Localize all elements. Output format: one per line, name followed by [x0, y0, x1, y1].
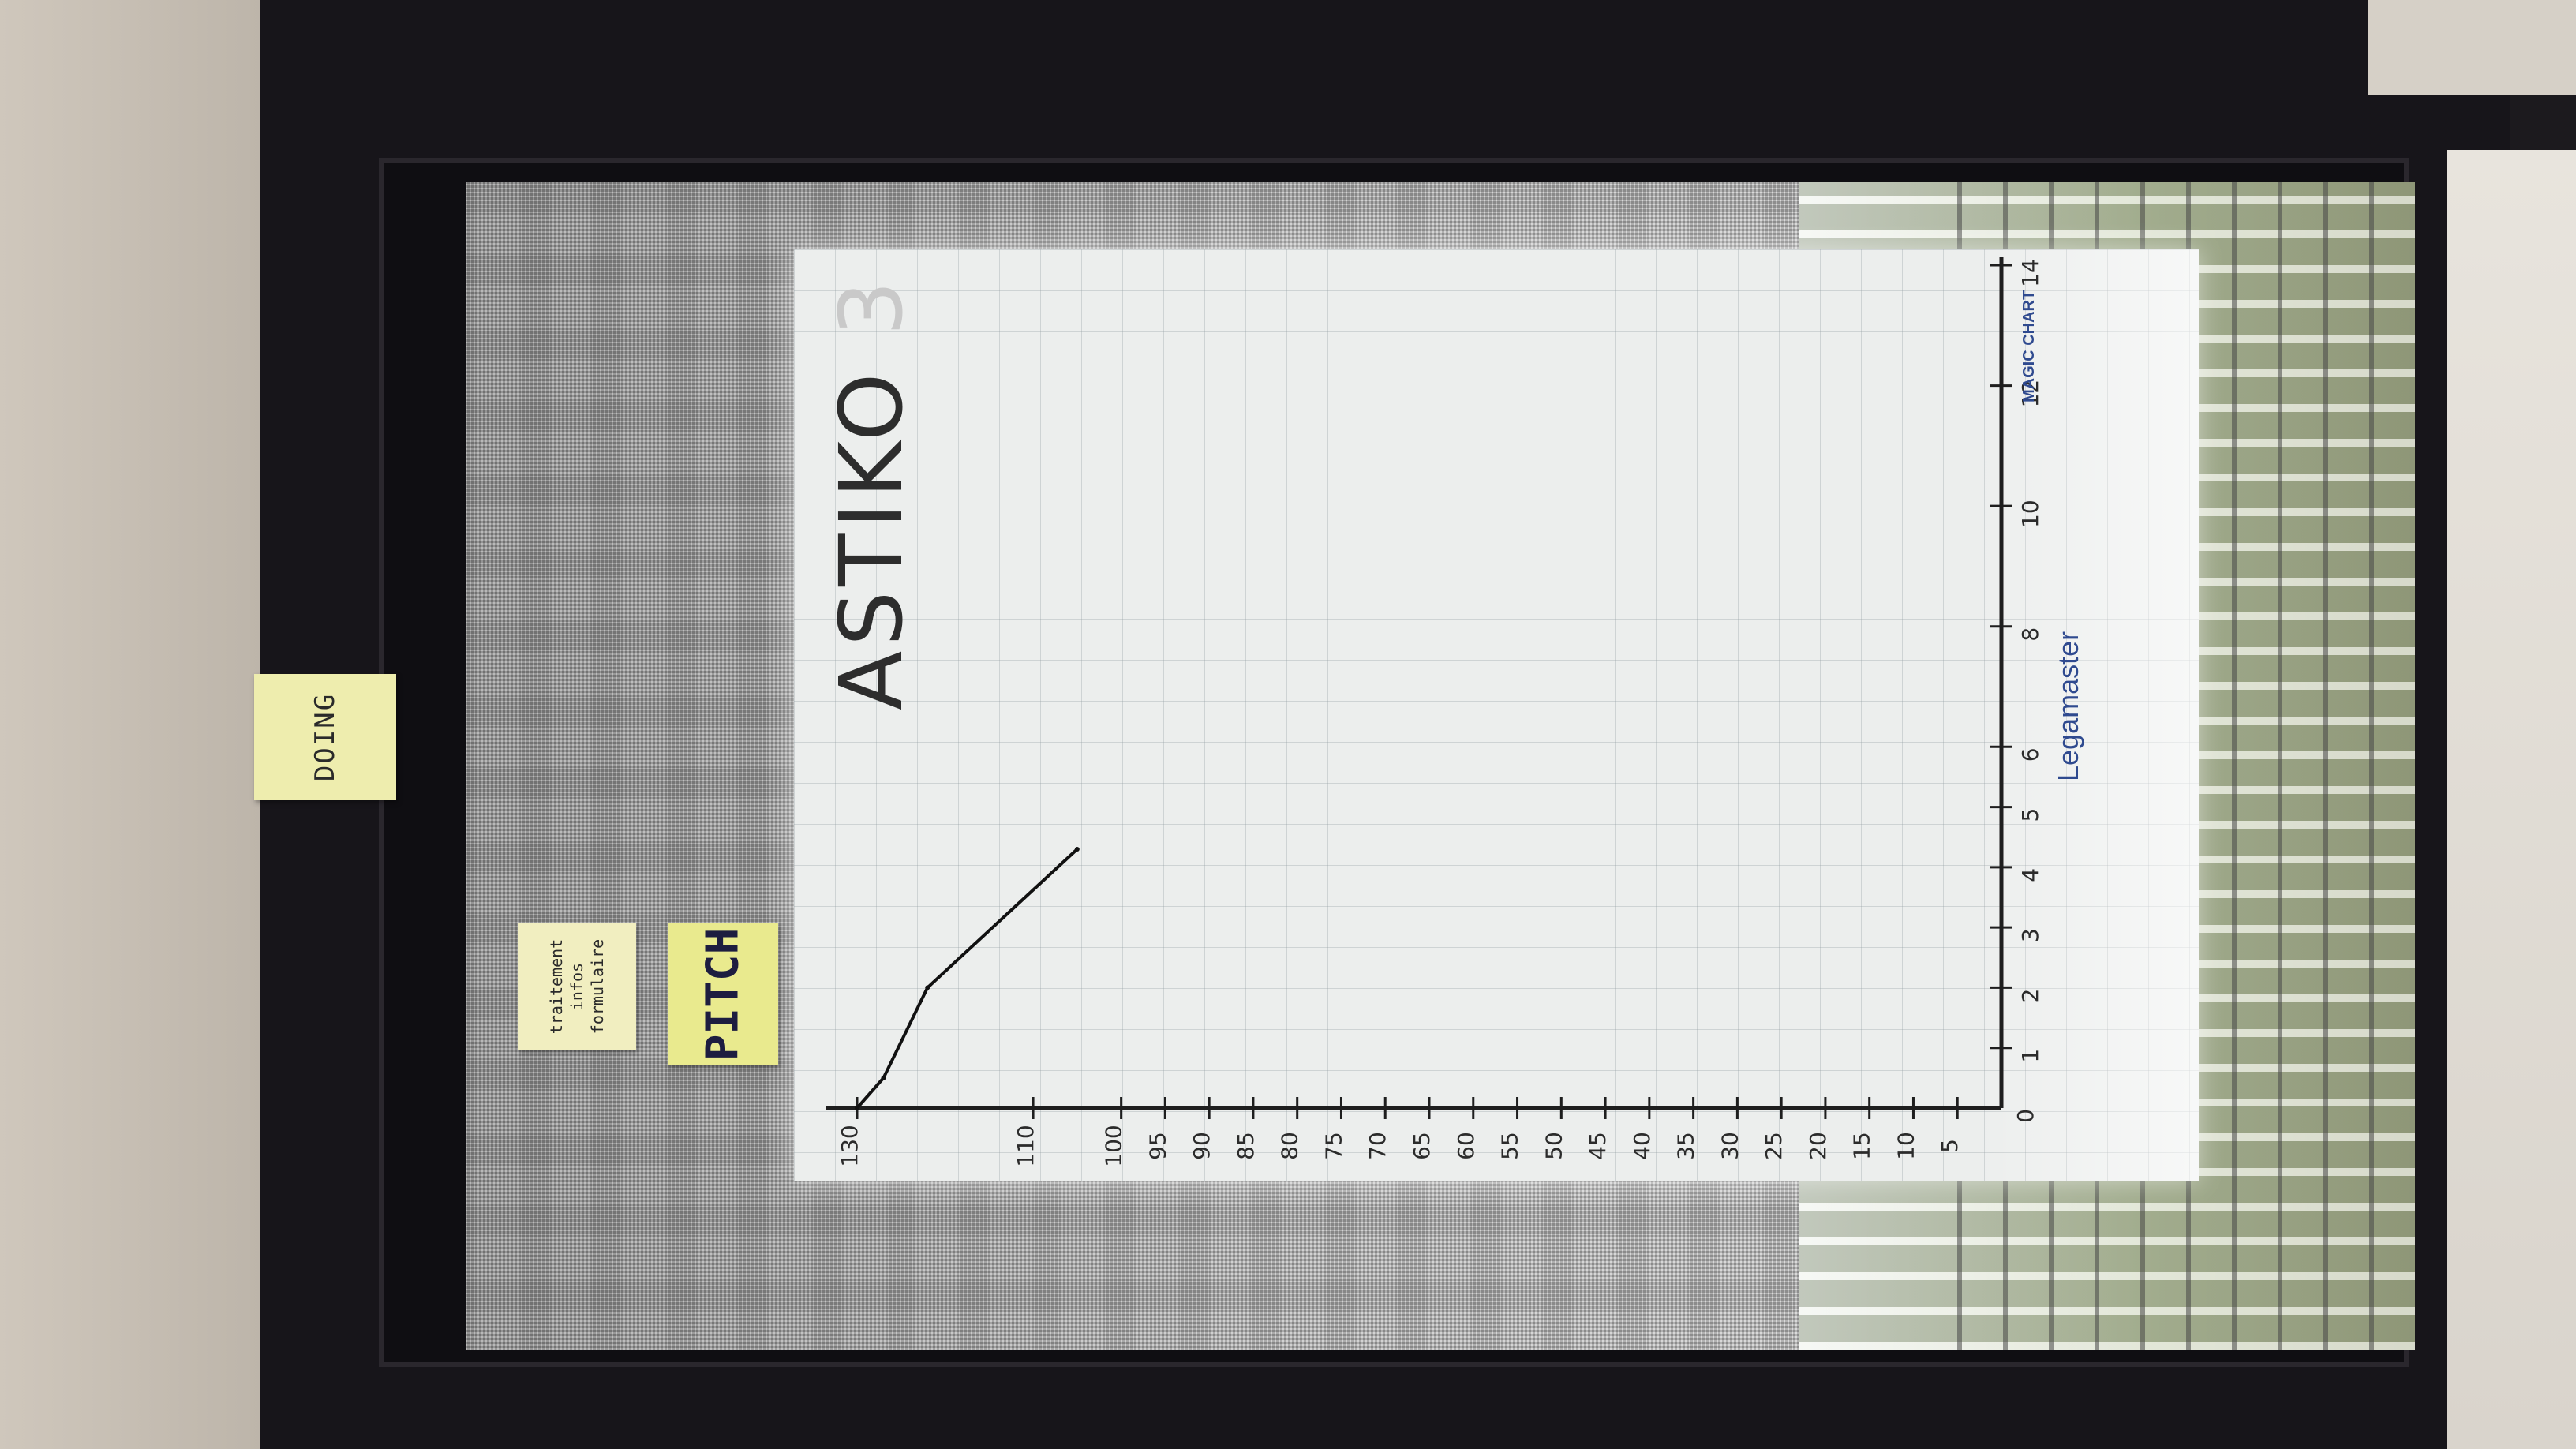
- y-tick-label: 10: [1893, 1132, 1919, 1160]
- y-tick-label: 45: [1585, 1132, 1611, 1160]
- y-tick-label: 60: [1453, 1132, 1479, 1160]
- y-tick-label: 20: [1805, 1132, 1831, 1160]
- y-tick-label: 110: [1013, 1125, 1039, 1166]
- y-tick-label: 55: [1497, 1132, 1523, 1160]
- chart-series: [855, 846, 1080, 1110]
- sticky-note-pitch: PITCH: [668, 923, 778, 1065]
- sticky-note-traitement-text: traitement infos formulaire: [547, 938, 607, 1035]
- chart-ticks: 5101520253035404550556065707580859095100…: [837, 259, 2043, 1167]
- y-tick-label: 50: [1541, 1132, 1567, 1160]
- wall-left: [0, 0, 260, 1449]
- origin-label: 0: [2012, 1109, 2039, 1123]
- series-point: [881, 1075, 886, 1080]
- sticky-note-doing: DOING: [254, 674, 396, 800]
- sticky-note-pitch-text: PITCH: [697, 927, 749, 1061]
- y-tick-label: 5: [1937, 1139, 1963, 1153]
- y-tick-label: 85: [1233, 1132, 1259, 1160]
- flipchart-sheet: [794, 249, 2199, 1181]
- sticky-note-traitement: traitement infos formulaire: [518, 923, 636, 1050]
- series-point: [855, 1106, 859, 1110]
- x-tick-label: 1: [2017, 1049, 2043, 1063]
- burndown-chart: 5101520253035404550556065707580859095100…: [826, 257, 2043, 1167]
- y-tick-label: 95: [1144, 1132, 1170, 1160]
- y-tick-label: 80: [1277, 1132, 1303, 1160]
- x-tick-label: 10: [2017, 500, 2043, 528]
- chart-title-main: ASTIKO: [821, 368, 922, 710]
- y-tick-label: 30: [1717, 1132, 1743, 1160]
- x-tick-label: 3: [2017, 928, 2043, 942]
- series-point: [925, 985, 930, 990]
- chart-title: ASTIKO 3: [821, 276, 922, 710]
- chart-axes: [826, 257, 2004, 1110]
- wall-right: [2447, 150, 2576, 1449]
- y-tick-label: 15: [1849, 1132, 1875, 1160]
- chart-title-number: 3: [821, 275, 922, 336]
- brand-logo: Legamaster: [2052, 631, 2084, 781]
- series-point: [1074, 846, 1080, 852]
- y-tick-label: 130: [837, 1125, 863, 1166]
- x-tick-label: 14: [2017, 259, 2043, 287]
- y-tick-label: 25: [1761, 1132, 1787, 1160]
- x-tick-label: 8: [2017, 627, 2043, 642]
- series-line-0: [856, 848, 1079, 1110]
- x-tick-label: 12: [2017, 380, 2043, 408]
- y-tick-label: 40: [1629, 1132, 1655, 1160]
- x-tick-label: 4: [2017, 868, 2043, 882]
- sticky-note-doing-text: DOING: [309, 692, 341, 782]
- y-tick-label: 65: [1409, 1132, 1435, 1160]
- y-tick-label: 90: [1189, 1132, 1215, 1160]
- y-tick-label: 100: [1101, 1125, 1127, 1166]
- brand-product: MAGIC CHART: [2020, 290, 2038, 402]
- x-tick-label: 2: [2017, 989, 2043, 1003]
- wall-top-right: [2368, 0, 2576, 95]
- y-tick-label: 75: [1320, 1132, 1346, 1160]
- y-tick-label: 35: [1673, 1132, 1699, 1160]
- y-tick-label: 70: [1365, 1132, 1391, 1160]
- x-tick-label: 6: [2017, 747, 2043, 762]
- x-tick-label: 5: [2017, 808, 2043, 822]
